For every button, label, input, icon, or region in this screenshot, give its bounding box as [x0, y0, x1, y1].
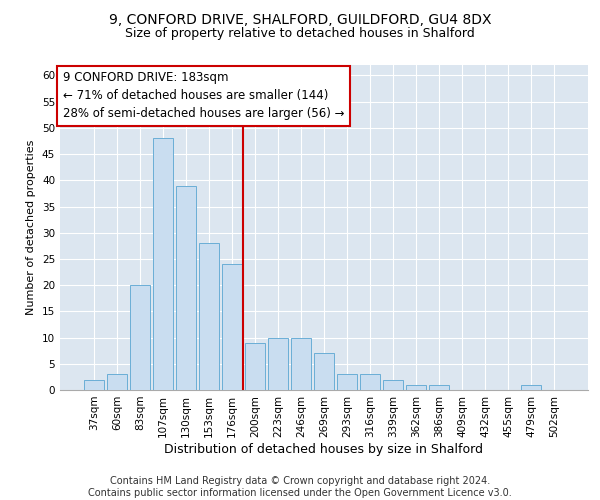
Bar	[406, 385, 426, 390]
Y-axis label: Number of detached properties: Number of detached properties	[26, 140, 37, 315]
Bar	[430, 385, 449, 390]
Text: Size of property relative to detached houses in Shalford: Size of property relative to detached ho…	[125, 28, 475, 40]
Text: 9, CONFORD DRIVE, SHALFORD, GUILDFORD, GU4 8DX: 9, CONFORD DRIVE, SHALFORD, GUILDFORD, G…	[109, 12, 491, 26]
Bar	[314, 354, 334, 390]
Text: 9 CONFORD DRIVE: 183sqm
← 71% of detached houses are smaller (144)
28% of semi-d: 9 CONFORD DRIVE: 183sqm ← 71% of detache…	[62, 72, 344, 120]
Bar	[383, 380, 403, 390]
Bar	[107, 374, 127, 390]
Bar	[521, 385, 541, 390]
Bar	[84, 380, 104, 390]
Bar	[130, 285, 149, 390]
Bar	[222, 264, 242, 390]
Bar	[153, 138, 173, 390]
Bar	[176, 186, 196, 390]
Bar	[199, 243, 218, 390]
Bar	[360, 374, 380, 390]
X-axis label: Distribution of detached houses by size in Shalford: Distribution of detached houses by size …	[164, 442, 484, 456]
Bar	[291, 338, 311, 390]
Bar	[268, 338, 288, 390]
Bar	[245, 343, 265, 390]
Bar	[337, 374, 357, 390]
Text: Contains HM Land Registry data © Crown copyright and database right 2024.
Contai: Contains HM Land Registry data © Crown c…	[88, 476, 512, 498]
